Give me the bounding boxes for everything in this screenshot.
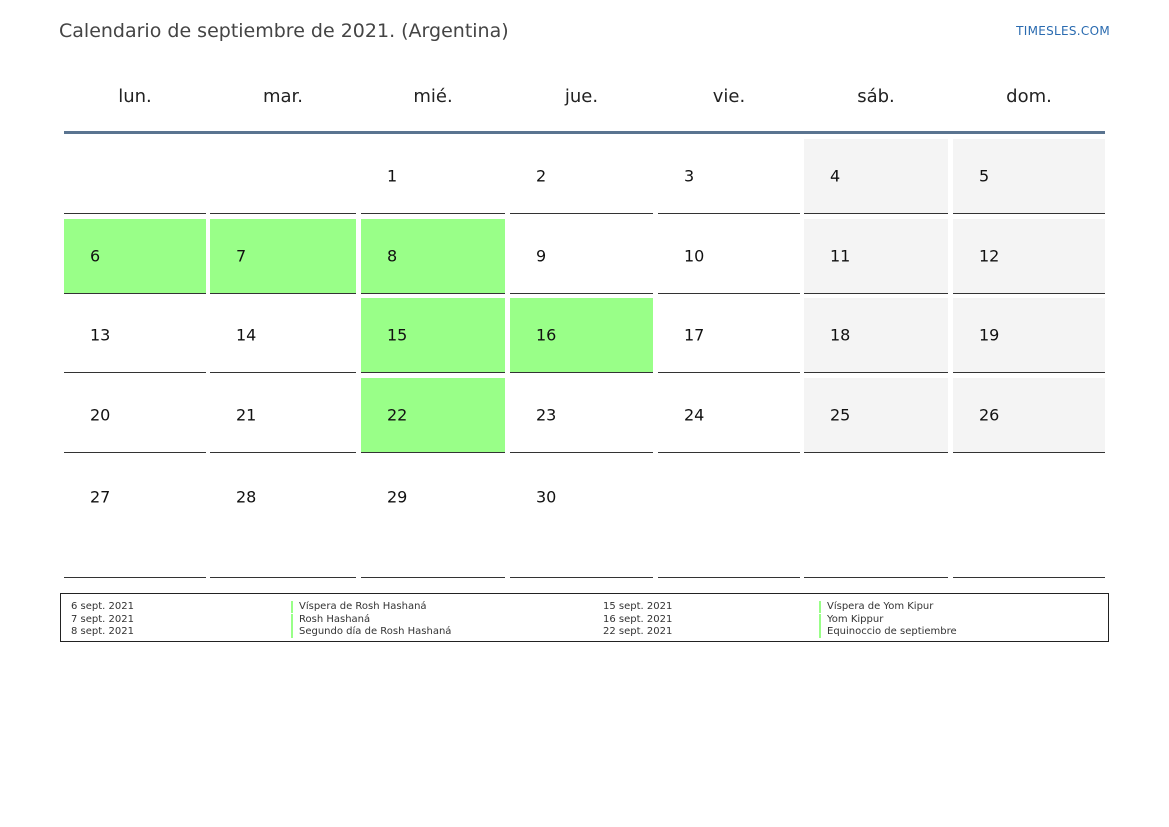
day-cell[interactable]: 27 [64, 458, 206, 578]
day-cell[interactable]: 14 [210, 298, 356, 373]
day-cell[interactable]: 21 [210, 378, 356, 453]
day-cell [804, 458, 948, 578]
day-cell[interactable]: 4 [804, 139, 948, 214]
day-number: 29 [387, 487, 408, 507]
day-cell[interactable]: 17 [658, 298, 800, 373]
day-cell[interactable]: 13 [64, 298, 206, 373]
day-cell[interactable]: 22 [361, 378, 505, 453]
day-cell[interactable]: 7 [210, 219, 356, 294]
day-cell[interactable]: 19 [953, 298, 1105, 373]
day-cell[interactable]: 12 [953, 219, 1105, 294]
legend-holiday-name: Víspera de Yom Kipur [819, 601, 933, 613]
day-cell[interactable]: 6 [64, 219, 206, 294]
weekday-label: mar. [262, 86, 304, 107]
day-number: 15 [387, 325, 408, 345]
day-cell[interactable]: 15 [361, 298, 505, 373]
day-number: 8 [387, 246, 398, 266]
day-cell[interactable]: 9 [510, 219, 653, 294]
legend-date: 6 sept. 2021 [71, 601, 134, 612]
day-cell[interactable]: 26 [953, 378, 1105, 453]
header-divider [64, 131, 1105, 134]
day-cell [210, 139, 356, 214]
day-cell[interactable]: 25 [804, 378, 948, 453]
day-number: 12 [979, 246, 1000, 266]
legend-date: 15 sept. 2021 [603, 601, 673, 612]
day-number: 24 [684, 405, 705, 425]
day-cell[interactable]: 24 [658, 378, 800, 453]
day-number: 9 [536, 246, 547, 266]
day-cell[interactable]: 11 [804, 219, 948, 294]
day-cell[interactable]: 8 [361, 219, 505, 294]
day-number: 17 [684, 325, 705, 345]
day-cell[interactable]: 18 [804, 298, 948, 373]
day-number: 23 [536, 405, 557, 425]
legend-date: 16 sept. 2021 [603, 613, 673, 625]
day-number: 4 [830, 166, 841, 186]
day-cell [658, 458, 800, 578]
day-number: 18 [830, 325, 851, 345]
day-number: 16 [536, 325, 557, 345]
day-number: 20 [90, 405, 111, 425]
page-title: Calendario de septiembre de 2021. (Argen… [59, 20, 509, 42]
weekday-label: dom. [1006, 86, 1052, 107]
weekday-header: lun. mar. mié. jue. vie. sáb. dom. [64, 86, 1105, 116]
calendar-grid: 1 2 3 4 5 6 7 8 9 10 11 12 13 14 15 16 17 18 19 20 21 22 23 24 2… [64, 139, 1105, 578]
day-number: 10 [684, 246, 705, 266]
day-number: 7 [236, 246, 247, 266]
day-number: 28 [236, 487, 257, 507]
day-number: 3 [684, 166, 695, 186]
day-number: 19 [979, 325, 1000, 345]
weekday-label: lun. [118, 86, 152, 107]
day-number: 1 [387, 166, 398, 186]
day-number: 14 [236, 325, 257, 345]
day-number: 30 [536, 487, 557, 507]
day-cell[interactable]: 28 [210, 458, 356, 578]
day-number: 6 [90, 246, 101, 266]
day-cell[interactable]: 10 [658, 219, 800, 294]
weekday-label: jue. [564, 86, 599, 107]
day-cell [953, 458, 1105, 578]
legend-holiday-name: Rosh Hashaná [291, 613, 370, 626]
day-number: 2 [536, 166, 547, 186]
day-cell[interactable]: 3 [658, 139, 800, 214]
day-number: 22 [387, 405, 408, 425]
legend-holiday-name: Yom Kippur [819, 613, 883, 626]
legend-date: 22 sept. 2021 [603, 626, 673, 637]
day-cell[interactable]: 29 [361, 458, 505, 578]
day-cell[interactable]: 20 [64, 378, 206, 453]
legend-date: 7 sept. 2021 [71, 613, 134, 625]
weekday-label: vie. [712, 86, 746, 107]
brand-link[interactable]: TIMESLES.COM [1016, 24, 1110, 38]
day-number: 26 [979, 405, 1000, 425]
day-cell[interactable]: 16 [510, 298, 653, 373]
day-number: 25 [830, 405, 851, 425]
day-number: 13 [90, 325, 111, 345]
legend-holiday-name: Víspera de Rosh Hashaná [291, 601, 427, 613]
legend-date: 8 sept. 2021 [71, 626, 134, 637]
day-number: 27 [90, 487, 111, 507]
weekday-label: mié. [413, 86, 453, 107]
day-cell[interactable]: 5 [953, 139, 1105, 214]
holiday-legend: 6 sept. 2021 Víspera de Rosh Hashaná 7 sep… [60, 593, 1109, 642]
day-cell[interactable]: 30 [510, 458, 653, 578]
day-number: 11 [830, 246, 851, 266]
day-cell[interactable]: 1 [361, 139, 505, 214]
day-number: 5 [979, 166, 990, 186]
day-number: 21 [236, 405, 257, 425]
legend-holiday-name: Segundo día de Rosh Hashaná [291, 626, 451, 638]
weekday-label: sáb. [857, 86, 895, 107]
day-cell[interactable]: 23 [510, 378, 653, 453]
day-cell [64, 139, 206, 214]
day-cell[interactable]: 2 [510, 139, 653, 214]
legend-holiday-name: Equinoccio de septiembre [819, 626, 957, 638]
